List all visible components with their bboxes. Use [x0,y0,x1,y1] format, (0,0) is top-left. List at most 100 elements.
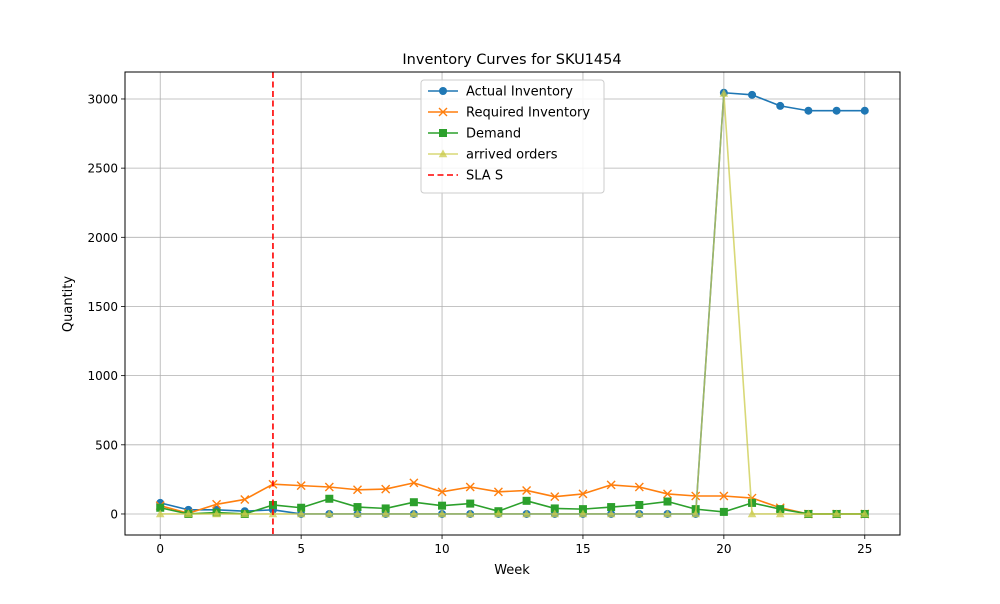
y-tick-label: 1000 [87,369,118,383]
series-line [160,497,865,515]
y-tick-label: 500 [95,438,118,452]
legend: Actual Inventory Required Inventory Demand… [420,79,605,194]
series-arrived-orders [155,88,870,518]
series-line [160,92,865,515]
data-point [494,509,503,518]
legend-label: Demand [466,127,521,142]
axes-frame [124,71,901,536]
data-point [606,509,616,518]
data-point [832,106,841,115]
data-point [409,509,419,518]
data-point [381,484,391,494]
data-point [748,90,757,99]
data-point [606,480,616,490]
data-point [663,497,672,506]
data-point [719,507,728,516]
data-point [353,503,362,512]
data-point [775,509,785,518]
data-point [409,478,419,488]
data-point [578,505,587,514]
data-point [607,503,616,512]
data-point [804,509,813,518]
y-tick-label: 1500 [87,300,118,314]
legend-marker [438,107,448,117]
series-line [160,482,865,515]
data-point [381,509,390,518]
data-point [156,503,165,512]
data-point [691,491,701,501]
data-point [578,489,588,499]
legend-label: arrived orders [466,148,558,163]
x-axis-label: Week [494,563,530,578]
data-point [438,501,447,510]
legend-marker [438,149,448,158]
data-point [860,106,869,115]
legend-entry: Demand [428,127,521,142]
chart-title: Inventory Curves for SKU1454 [402,52,621,68]
data-point [296,509,306,518]
x-tick-label: 15 [575,542,590,556]
data-point [353,485,362,495]
data-point [381,504,390,513]
data-point [804,106,813,115]
data-point [522,496,531,505]
legend-label: SLA S [466,169,503,184]
data-point [296,481,306,491]
data-point [663,489,672,499]
data-point [353,509,362,518]
data-point [155,509,165,518]
x-tick-label: 10 [434,542,449,556]
legend-box [420,79,605,194]
y-tick-label: 0 [110,507,118,521]
data-point [184,509,193,518]
data-point [860,509,870,518]
data-point [324,482,334,492]
data-point [437,509,447,518]
x-tick-label: 0 [156,542,164,556]
data-point [719,491,729,501]
data-point [550,504,559,513]
data-point [522,485,532,495]
legend-marker [439,87,447,95]
data-point [776,101,785,110]
axis-ticks: 0 5 10 15 20 25 0 500 1000 1500 2000 2500 3000 [87,92,872,556]
legend-entry: arrived orders [428,148,558,163]
x-tick-label: 25 [857,542,872,556]
y-tick-label: 2000 [87,231,118,245]
x-tick-label: 20 [716,542,731,556]
data-point [550,509,560,518]
data-point [240,494,250,504]
data-point [663,509,672,518]
legend-label: Required Inventory [466,106,590,121]
data-point [493,487,503,497]
data-point [691,509,700,518]
legend-entry: Required Inventory [428,106,590,121]
data-point [747,509,757,518]
data-point [634,482,644,492]
data-point [550,492,560,502]
data-point [325,509,334,518]
data-point [578,509,588,518]
legend-marker [439,129,447,137]
data-point [466,499,475,508]
data-point [522,509,531,518]
legend-entry: SLA S [428,169,503,184]
data-point [465,482,475,492]
legend-entry: Actual Inventory [428,85,573,100]
data-point [212,499,222,509]
data-point [409,498,418,507]
data-point [437,487,447,497]
legend-label: Actual Inventory [466,85,573,100]
data-point [297,503,306,512]
data-point [325,494,334,503]
data-point [832,509,841,518]
y-tick-label: 3000 [87,92,118,106]
data-point [635,509,644,518]
plot-area [155,72,870,535]
data-point [465,509,475,518]
data-point [212,509,221,518]
y-tick-label: 2500 [87,162,118,176]
y-axis-label: Quantity [61,276,76,332]
